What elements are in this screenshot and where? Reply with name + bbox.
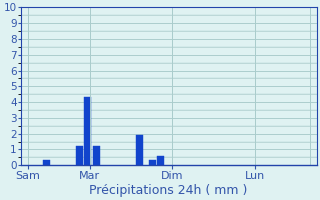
Bar: [43, 160, 50, 165]
Bar: [76, 146, 83, 165]
Bar: [157, 156, 164, 165]
Bar: [84, 97, 91, 165]
Bar: [136, 135, 143, 165]
Bar: [149, 160, 156, 165]
Bar: [93, 146, 100, 165]
X-axis label: Précipitations 24h ( mm ): Précipitations 24h ( mm ): [90, 184, 248, 197]
